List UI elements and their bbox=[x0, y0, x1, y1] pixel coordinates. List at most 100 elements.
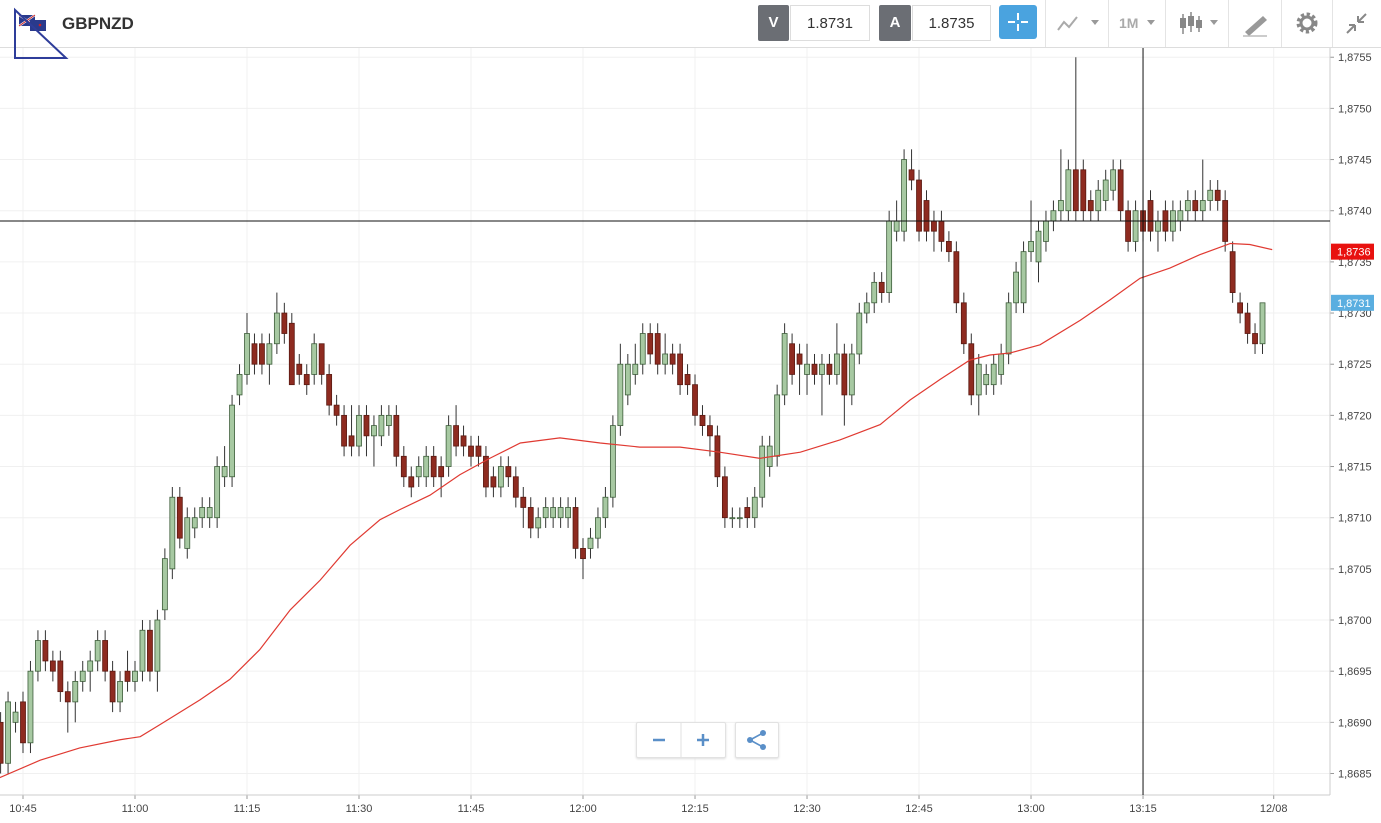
candle-body bbox=[460, 435, 467, 447]
y-tick-label: 1,8730 bbox=[1338, 308, 1372, 320]
y-tick-label: 1,8695 bbox=[1338, 666, 1372, 678]
candle-body bbox=[751, 496, 758, 519]
share-icon bbox=[747, 730, 766, 750]
x-tick-label: 12:30 bbox=[793, 803, 821, 815]
candle-body bbox=[677, 353, 683, 386]
candle-body bbox=[161, 558, 168, 611]
x-tick-label: 11:15 bbox=[234, 803, 261, 815]
ask-price[interactable]: 1.8735 bbox=[912, 5, 991, 41]
candle-body bbox=[1028, 241, 1034, 253]
candle-body bbox=[102, 640, 109, 672]
indicators-icon bbox=[1057, 16, 1099, 31]
candle-body bbox=[654, 333, 661, 365]
y-tick-label: 1,8720 bbox=[1338, 410, 1372, 422]
candle-body bbox=[236, 374, 243, 396]
candle-body bbox=[527, 507, 534, 529]
chart-type-button[interactable] bbox=[1165, 0, 1228, 47]
candle-body bbox=[632, 363, 639, 375]
candle-body bbox=[848, 353, 855, 396]
candle-body bbox=[512, 476, 519, 498]
timeframe: 1M bbox=[1119, 15, 1139, 31]
settings-icon bbox=[1296, 12, 1318, 34]
candle-body bbox=[923, 200, 930, 232]
candle-body bbox=[774, 394, 781, 457]
candle-body bbox=[998, 353, 1005, 375]
draw-icon bbox=[1243, 16, 1267, 37]
candle-body bbox=[385, 414, 392, 427]
settings-button[interactable] bbox=[1281, 0, 1332, 47]
candle-body bbox=[490, 476, 497, 488]
candle-body bbox=[1117, 169, 1124, 212]
candle-body bbox=[714, 435, 721, 478]
candle-body bbox=[453, 425, 459, 447]
candle-body bbox=[132, 670, 138, 682]
y-tick-label: 1,8700 bbox=[1338, 615, 1372, 627]
candle-body bbox=[266, 343, 273, 365]
x-tick-label: 11:45 bbox=[458, 803, 485, 815]
x-tick-label: 12:15 bbox=[681, 803, 709, 815]
candle-body bbox=[1110, 169, 1117, 191]
indicators-button[interactable] bbox=[1045, 0, 1108, 47]
candle-body bbox=[475, 445, 482, 457]
candle-body bbox=[699, 414, 706, 427]
candle-body bbox=[505, 466, 512, 478]
candle-body bbox=[20, 701, 26, 744]
bid-label[interactable]: V bbox=[758, 5, 789, 41]
candle-body bbox=[244, 333, 250, 375]
candle-body bbox=[624, 363, 631, 396]
y-tick-label: 1,8755 bbox=[1338, 52, 1372, 64]
candle-body bbox=[169, 496, 176, 570]
candle-body bbox=[1050, 210, 1057, 222]
candle-body bbox=[288, 322, 295, 386]
candle-body bbox=[1132, 210, 1139, 242]
candle-body bbox=[602, 496, 609, 519]
fullscreen-button[interactable] bbox=[1332, 0, 1381, 47]
candle-body bbox=[1095, 189, 1102, 212]
candle-body bbox=[191, 517, 198, 529]
candle-body bbox=[550, 507, 557, 519]
candle-body bbox=[483, 455, 489, 488]
draw-button[interactable] bbox=[1228, 0, 1281, 47]
bid-price[interactable]: 1.8731 bbox=[790, 5, 870, 41]
candle-body bbox=[953, 251, 960, 304]
candle-body bbox=[707, 425, 713, 437]
candle-body bbox=[789, 343, 795, 375]
x-tick-label: 10:45 bbox=[9, 803, 37, 815]
y-tick-label: 1,8750 bbox=[1338, 103, 1372, 115]
candle-body bbox=[960, 302, 967, 345]
crosshair-button[interactable] bbox=[999, 5, 1037, 39]
candle-body bbox=[445, 425, 452, 467]
candle-body bbox=[139, 629, 146, 672]
x-tick-label: 11:00 bbox=[122, 803, 149, 815]
candle-body bbox=[154, 619, 161, 672]
candle-body bbox=[833, 353, 840, 375]
candle-body bbox=[0, 721, 4, 764]
candle-body bbox=[1259, 302, 1266, 345]
candle-body bbox=[1229, 251, 1236, 293]
share-button[interactable] bbox=[735, 722, 779, 758]
plot-area bbox=[0, 47, 1330, 795]
timeframe-button[interactable] bbox=[1108, 0, 1165, 47]
ask-label[interactable]: A bbox=[879, 5, 911, 41]
candle-body bbox=[273, 312, 280, 345]
candle-body bbox=[557, 507, 564, 519]
price-label-box bbox=[1331, 243, 1374, 260]
candle-body bbox=[819, 363, 825, 375]
candle-body bbox=[318, 343, 325, 375]
candle-body bbox=[497, 466, 504, 488]
candle-body bbox=[1005, 302, 1012, 355]
candle-body bbox=[348, 435, 355, 447]
x-tick-label: 12/08 bbox=[1260, 803, 1288, 815]
candle-body bbox=[572, 507, 579, 549]
candle-body bbox=[871, 281, 878, 304]
y-tick-label: 1,8740 bbox=[1338, 206, 1372, 218]
candle-body bbox=[1035, 230, 1042, 263]
candle-body bbox=[662, 353, 669, 365]
candle-body bbox=[587, 537, 594, 549]
price-label: 1,8736 bbox=[1337, 247, 1371, 259]
y-tick-label: 1,8745 bbox=[1338, 155, 1372, 167]
candle-body bbox=[333, 404, 340, 416]
candle-body bbox=[423, 455, 430, 478]
y-tick-label: 1,8705 bbox=[1338, 564, 1372, 576]
candle-body bbox=[535, 517, 542, 529]
